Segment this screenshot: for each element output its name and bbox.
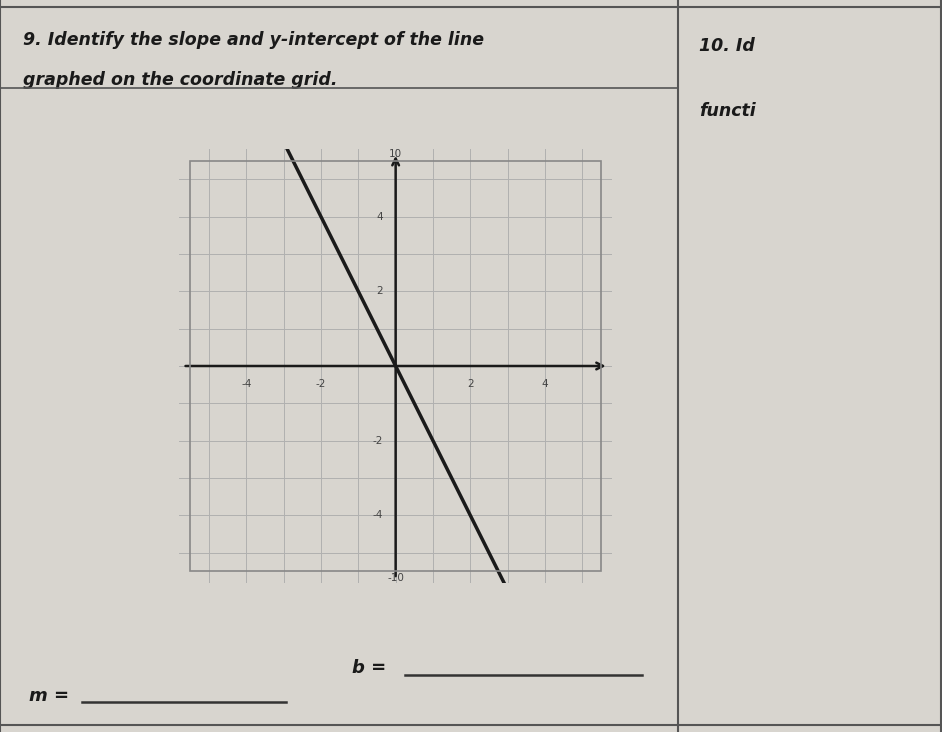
Text: -2: -2 bbox=[372, 436, 382, 446]
Text: graphed on the coordinate grid.: graphed on the coordinate grid. bbox=[23, 71, 337, 89]
Text: -4: -4 bbox=[241, 379, 252, 389]
Text: 4: 4 bbox=[542, 379, 548, 389]
Text: -2: -2 bbox=[316, 379, 326, 389]
Text: 2: 2 bbox=[376, 286, 382, 296]
Text: 9. Identify the slope and y-intercept of the line: 9. Identify the slope and y-intercept of… bbox=[23, 31, 483, 49]
Text: 10. Id: 10. Id bbox=[699, 37, 755, 55]
Text: -10: -10 bbox=[387, 573, 404, 583]
Text: 10: 10 bbox=[389, 149, 402, 159]
Text: -4: -4 bbox=[372, 510, 382, 520]
Text: b =: b = bbox=[352, 660, 386, 677]
Text: 2: 2 bbox=[467, 379, 474, 389]
Text: functi: functi bbox=[699, 102, 756, 121]
Text: m =: m = bbox=[29, 687, 70, 705]
Text: 4: 4 bbox=[376, 212, 382, 222]
